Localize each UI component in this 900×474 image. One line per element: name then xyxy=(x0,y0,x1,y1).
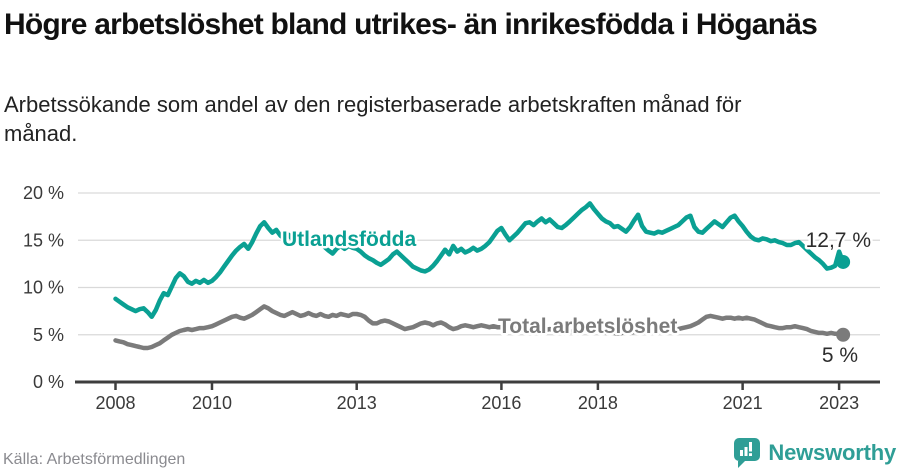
y-tick-label-5: 5 % xyxy=(33,325,64,345)
y-tick-label-15: 15 % xyxy=(23,230,64,250)
x-tick-label-2023: 2023 xyxy=(819,393,859,413)
newsworthy-wordmark: Newsworthy xyxy=(768,440,896,465)
series-line-total xyxy=(113,304,846,351)
end-value-label-utlandsfodda: 12,7 % xyxy=(806,229,871,252)
series-end-dot-utlandsfodda xyxy=(836,254,851,269)
newsworthy-chart-bubble-icon xyxy=(734,438,761,468)
x-tick-label-2008: 2008 xyxy=(95,393,135,413)
y-tick-label-20: 20 % xyxy=(23,183,64,203)
x-tick-label-2016: 2016 xyxy=(481,393,521,413)
series-label-total: Total arbetslöshet xyxy=(498,315,677,338)
newsworthy-logo: Newsworthy xyxy=(734,438,896,468)
end-value-label-total: 5 % xyxy=(822,344,858,367)
series-label-utlandsfodda: Utlandsfödda xyxy=(282,228,416,251)
x-tick-label-2013: 2013 xyxy=(337,393,377,413)
y-tick-label-0: 0 % xyxy=(33,372,64,392)
page-title: Högre arbetslöshet bland utrikes- än inr… xyxy=(4,8,818,41)
page-subtitle: Arbetssökande som andel av den registerb… xyxy=(4,92,742,146)
y-tick-label-10: 10 % xyxy=(23,278,64,298)
series-end-dot-total xyxy=(836,327,851,342)
source-caption: Källa: Arbetsförmedlingen xyxy=(3,451,186,468)
x-tick-label-2010: 2010 xyxy=(192,393,232,413)
x-tick-label-2018: 2018 xyxy=(578,393,618,413)
series-line-utlandsfodda xyxy=(113,201,846,320)
x-tick-label-2021: 2021 xyxy=(723,393,763,413)
